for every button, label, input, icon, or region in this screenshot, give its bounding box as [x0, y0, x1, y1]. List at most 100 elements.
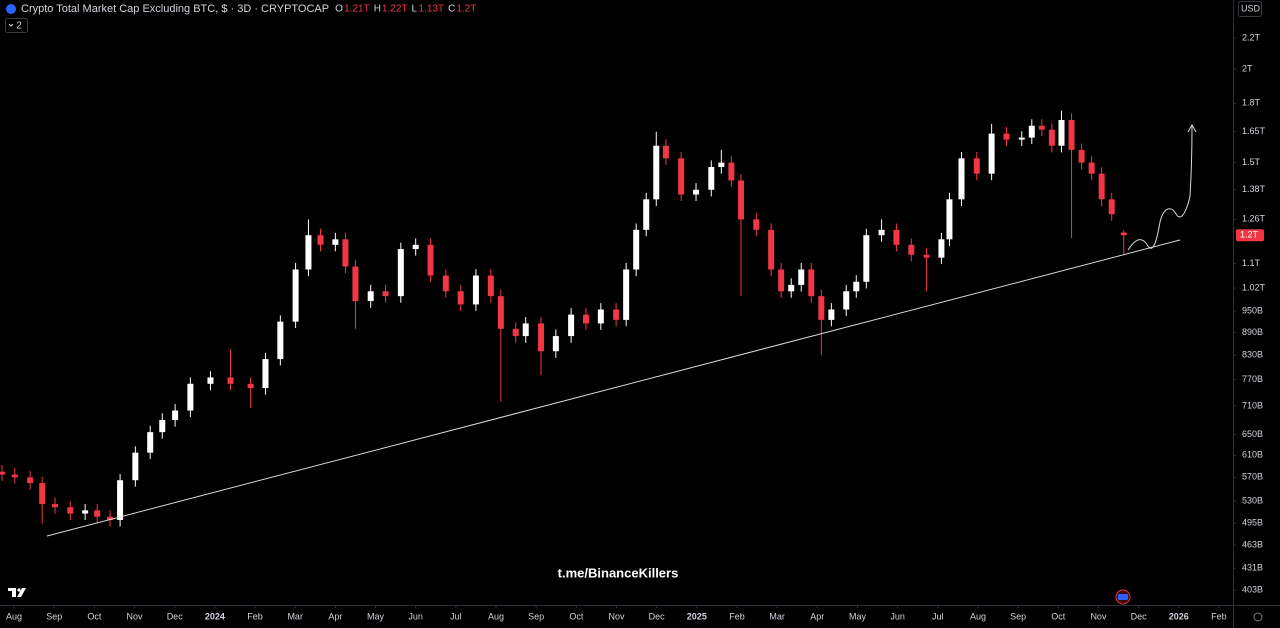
x-tick-label: Mar — [287, 611, 303, 621]
candle-body — [738, 180, 745, 220]
y-tick-label: 1.65T — [1242, 126, 1266, 136]
logo-part — [17, 588, 26, 597]
x-tick-label: Sep — [528, 611, 544, 621]
candle-body — [52, 504, 59, 508]
indicator-toggle[interactable] — [5, 18, 28, 33]
candle-body — [277, 321, 284, 360]
x-tick-label: Dec — [167, 611, 184, 621]
x-tick-label: Nov — [1090, 611, 1107, 621]
candle-body — [597, 309, 604, 324]
candle-body — [788, 284, 795, 292]
candle-body — [247, 383, 254, 389]
x-tick-label: Jul — [932, 611, 944, 621]
y-tick-label: 950B — [1242, 306, 1263, 316]
candle-body — [67, 507, 74, 514]
candle-body — [1108, 199, 1115, 215]
candle-body — [552, 336, 559, 352]
candle-body — [958, 158, 965, 200]
candle-body — [497, 296, 504, 329]
candle-body — [693, 189, 700, 195]
candle-body — [718, 162, 725, 167]
plot-area — [0, 110, 1127, 527]
candle-body — [582, 314, 589, 324]
x-tick-label: Jul — [450, 611, 462, 621]
settings-icon[interactable] — [1253, 612, 1263, 622]
x-tick-label: Nov — [127, 611, 144, 621]
candle-body — [893, 229, 900, 245]
x-tick-label: Apr — [328, 611, 342, 621]
candle-body — [187, 383, 194, 411]
candle-body — [107, 516, 114, 520]
candle-body — [427, 244, 434, 276]
y-tick-label: 890B — [1242, 327, 1263, 337]
event-icon[interactable] — [1115, 589, 1131, 605]
x-tick-label: Aug — [488, 611, 504, 621]
candle-body — [207, 377, 214, 384]
candle-body — [147, 432, 154, 453]
candle-body — [946, 199, 953, 240]
candle-body — [1120, 232, 1127, 236]
x-tick-label: May — [849, 611, 867, 621]
time-axis: Aug Sep Oct Nov Dec 2024 Feb Mar Apr May Jun Jul Aug… — [6, 605, 1227, 621]
candle-body — [768, 229, 775, 270]
candle-body — [633, 229, 640, 270]
candle-body — [878, 229, 885, 236]
watermark: t.me/BinanceKillers — [558, 565, 679, 580]
candle-body — [653, 145, 660, 200]
y-tick-label: 1.26T — [1242, 214, 1266, 224]
currency-button[interactable] — [1238, 1, 1262, 17]
y-tick-label: 403B — [1242, 585, 1263, 595]
candle-body — [808, 269, 815, 297]
x-tick-label: 2024 — [205, 611, 225, 621]
y-tick-label: 1.02T — [1242, 282, 1266, 292]
x-tick-label: Oct — [87, 611, 102, 621]
y-tick-label: 2T — [1242, 63, 1253, 73]
candle-body — [828, 309, 835, 320]
x-tick-label: Nov — [608, 611, 625, 621]
x-tick-label: Sep — [1010, 611, 1026, 621]
candle-body — [397, 249, 404, 297]
y-tick-label: 710B — [1242, 400, 1263, 410]
candle-body — [853, 281, 860, 292]
x-tick-label: Oct — [569, 611, 584, 621]
candle-body — [1003, 133, 1010, 140]
candle-body — [863, 235, 870, 282]
x-tick-label: Aug — [970, 611, 986, 621]
logo-part — [17, 588, 21, 592]
candle-body — [923, 254, 930, 258]
y-tick-label: 1.8T — [1242, 98, 1261, 108]
price-axis: 2.2T 2T 1.8T 1.65T 1.5T 1.38T 1.26T 1.1T 1.02T 95… — [1233, 32, 1266, 595]
candle-body — [292, 269, 299, 322]
y-tick-label: 530B — [1242, 495, 1263, 505]
candle-body — [1098, 173, 1105, 200]
arrow-head — [1187, 123, 1197, 133]
y-tick-label: 1.38T — [1242, 184, 1266, 194]
x-tick-label: Jun — [408, 611, 423, 621]
candle-body — [537, 323, 544, 352]
candle-body — [94, 510, 101, 517]
candle-body — [342, 239, 349, 267]
candle-body — [1018, 137, 1025, 140]
y-tick-label: 463B — [1242, 539, 1263, 549]
candle-body — [487, 275, 494, 297]
candle-body — [988, 133, 995, 174]
x-tick-label: 2026 — [1169, 611, 1189, 621]
candle-body — [382, 291, 389, 297]
candle-body — [472, 275, 479, 305]
ohlc-label: O — [335, 4, 343, 15]
drawings — [46, 123, 1197, 537]
candle-body — [1068, 120, 1075, 150]
ohlc-label: H — [374, 4, 381, 15]
y-tick-label: 570B — [1242, 472, 1263, 482]
candle-body — [973, 158, 980, 174]
candle-body — [305, 235, 312, 270]
candle-body — [172, 410, 179, 420]
y-tick-label: 1.1T — [1242, 258, 1261, 268]
candle-body — [332, 239, 339, 245]
x-tick-label: Sep — [46, 611, 62, 621]
last-price-label: 1.2T — [1240, 230, 1259, 240]
candle-body — [522, 323, 529, 337]
candle-body — [728, 162, 735, 181]
candle-body — [643, 199, 650, 230]
candle-body — [11, 474, 18, 478]
